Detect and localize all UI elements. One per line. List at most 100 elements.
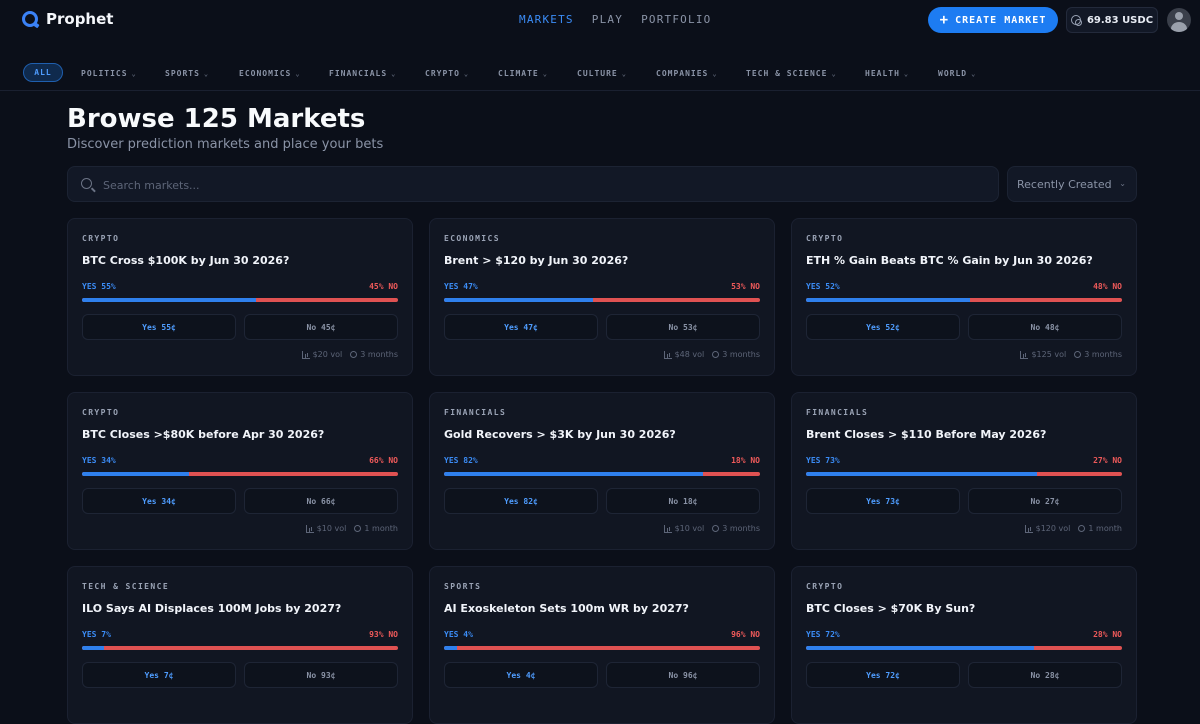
- category-health[interactable]: HEALTH ⌄: [865, 69, 909, 78]
- market-category: CRYPTO: [806, 582, 844, 591]
- market-card[interactable]: CRYPTO BTC Closes > $70K By Sun? YES 72% 28…: [791, 566, 1137, 724]
- market-title[interactable]: AI Exoskeleton Sets 100m WR by 2027?: [444, 602, 689, 615]
- market-title[interactable]: Gold Recovers > $3K by Jun 30 2026?: [444, 428, 676, 441]
- buy-no-button[interactable]: No 66¢: [244, 488, 398, 514]
- category-all[interactable]: ALL: [23, 63, 63, 82]
- market-title[interactable]: BTC Closes > $70K By Sun?: [806, 602, 976, 615]
- no-percent: 45% NO: [369, 282, 398, 291]
- no-percent: 48% NO: [1093, 282, 1122, 291]
- no-percent: 27% NO: [1093, 456, 1122, 465]
- market-card[interactable]: CRYPTO BTC Cross $100K by Jun 30 2026? YES…: [67, 218, 413, 376]
- category-climate[interactable]: CLIMATE ⌄: [498, 69, 548, 78]
- buy-no-button[interactable]: No 53¢: [606, 314, 760, 340]
- market-card[interactable]: CRYPTO ETH % Gain Beats BTC % Gain by Jun…: [791, 218, 1137, 376]
- buy-yes-button[interactable]: Yes 82¢: [444, 488, 598, 514]
- market-card[interactable]: CRYPTO BTC Closes >$80K before Apr 30 202…: [67, 392, 413, 550]
- chevron-down-icon: ⌄: [712, 70, 718, 78]
- bar-chart-icon: [663, 350, 672, 359]
- buy-yes-button[interactable]: Yes 7¢: [82, 662, 236, 688]
- buy-yes-button[interactable]: Yes 73¢: [806, 488, 960, 514]
- buy-no-button[interactable]: No 48¢: [968, 314, 1122, 340]
- balance-value: 69.83 USDC: [1086, 14, 1154, 26]
- category-label: CULTURE: [577, 69, 618, 78]
- market-title[interactable]: ILO Says AI Displaces 100M Jobs by 2027?: [82, 602, 342, 615]
- volume: $20 vol: [301, 350, 342, 359]
- bar-chart-icon: [305, 524, 314, 533]
- coins-icon: [1070, 15, 1082, 26]
- market-card[interactable]: FINANCIALS Gold Recovers > $3K by Jun 30 …: [429, 392, 775, 550]
- nav-play[interactable]: PLAY: [591, 13, 624, 26]
- category-tech-science[interactable]: TECH & SCIENCE ⌄: [746, 69, 837, 78]
- volume-value: $10 vol: [674, 524, 705, 533]
- buy-yes-button[interactable]: Yes 47¢: [444, 314, 598, 340]
- market-card[interactable]: FINANCIALS Brent Closes > $110 Before May…: [791, 392, 1137, 550]
- buy-yes-button[interactable]: Yes 4¢: [444, 662, 598, 688]
- buy-no-button[interactable]: No 45¢: [244, 314, 398, 340]
- volume-value: $120 vol: [1035, 524, 1071, 533]
- buy-yes-button[interactable]: Yes 72¢: [806, 662, 960, 688]
- probability-bar: [444, 646, 760, 650]
- nav-markets[interactable]: MARKETS: [519, 13, 574, 26]
- no-percent: 96% NO: [731, 630, 760, 639]
- market-title[interactable]: Brent Closes > $110 Before May 2026?: [806, 428, 1047, 441]
- wallet-balance[interactable]: 69.83 USDC: [1066, 7, 1158, 33]
- yes-percent: YES 82%: [444, 456, 478, 465]
- market-card[interactable]: ECONOMICS Brent > $120 by Jun 30 2026? YES…: [429, 218, 775, 376]
- market-category: CRYPTO: [82, 234, 120, 243]
- market-category: FINANCIALS: [444, 408, 507, 417]
- market-card[interactable]: SPORTS AI Exoskeleton Sets 100m WR by 202…: [429, 566, 775, 724]
- buy-yes-button[interactable]: Yes 52¢: [806, 314, 960, 340]
- buy-yes-button[interactable]: Yes 34¢: [82, 488, 236, 514]
- category-label: ECONOMICS: [239, 69, 292, 78]
- sort-select[interactable]: Recently Created ⌄: [1007, 166, 1137, 202]
- category-economics[interactable]: ECONOMICS ⌄: [239, 69, 301, 78]
- category-culture[interactable]: CULTURE ⌄: [577, 69, 627, 78]
- buy-no-button[interactable]: No 18¢: [606, 488, 760, 514]
- probability-bar-fill: [82, 646, 105, 650]
- category-financials[interactable]: FINANCIALS ⌄: [329, 69, 396, 78]
- volume: $10 vol: [663, 524, 705, 533]
- bar-chart-icon: [301, 350, 310, 359]
- buy-no-button[interactable]: No 27¢: [968, 488, 1122, 514]
- chevron-down-icon: ⌄: [131, 70, 137, 78]
- probability-bar: [82, 298, 398, 302]
- market-meta: $10 vol 1 month: [305, 524, 398, 533]
- yes-percent: YES 73%: [806, 456, 840, 465]
- category-label: COMPANIES: [656, 69, 709, 78]
- time-remaining: 1 month: [354, 524, 398, 533]
- volume-value: $48 vol: [674, 350, 705, 359]
- category-label: FINANCIALS: [329, 69, 388, 78]
- buy-no-button[interactable]: No 96¢: [606, 662, 760, 688]
- buy-yes-button[interactable]: Yes 55¢: [82, 314, 236, 340]
- no-percent: 93% NO: [369, 630, 398, 639]
- volume-value: $125 vol: [1031, 350, 1067, 359]
- avatar[interactable]: [1167, 8, 1191, 32]
- chevron-down-icon: ⌄: [391, 70, 397, 78]
- market-category: TECH & SCIENCE: [82, 582, 170, 591]
- market-title[interactable]: BTC Cross $100K by Jun 30 2026?: [82, 254, 290, 267]
- yes-percent: YES 52%: [806, 282, 840, 291]
- category-sports[interactable]: SPORTS ⌄: [165, 69, 209, 78]
- volume: $125 vol: [1020, 350, 1066, 359]
- buy-no-button[interactable]: No 93¢: [244, 662, 398, 688]
- category-crypto[interactable]: CRYPTO ⌄: [425, 69, 469, 78]
- time-value: 3 months: [722, 350, 760, 359]
- category-world[interactable]: WORLD ⌄: [938, 69, 976, 78]
- market-title[interactable]: ETH % Gain Beats BTC % Gain by Jun 30 20…: [806, 254, 1093, 267]
- bar-chart-icon: [663, 524, 672, 533]
- probability-bar: [806, 646, 1122, 650]
- create-market-button[interactable]: + CREATE MARKET: [928, 7, 1058, 33]
- category-politics[interactable]: POLITICS ⌄: [81, 69, 137, 78]
- category-companies[interactable]: COMPANIES ⌄: [656, 69, 718, 78]
- market-card[interactable]: TECH & SCIENCE ILO Says AI Displaces 100M…: [67, 566, 413, 724]
- market-title[interactable]: BTC Closes >$80K before Apr 30 2026?: [82, 428, 325, 441]
- market-title[interactable]: Brent > $120 by Jun 30 2026?: [444, 254, 629, 267]
- nav-portfolio[interactable]: PORTFOLIO: [641, 13, 712, 26]
- clock-icon: [354, 525, 362, 532]
- buy-no-button[interactable]: No 28¢: [968, 662, 1122, 688]
- bar-chart-icon: [1024, 524, 1033, 533]
- probability-bar-fill: [806, 298, 971, 302]
- time-remaining: 3 months: [1074, 350, 1122, 359]
- search-input[interactable]: [101, 167, 985, 203]
- logo[interactable]: Prophet: [22, 10, 113, 28]
